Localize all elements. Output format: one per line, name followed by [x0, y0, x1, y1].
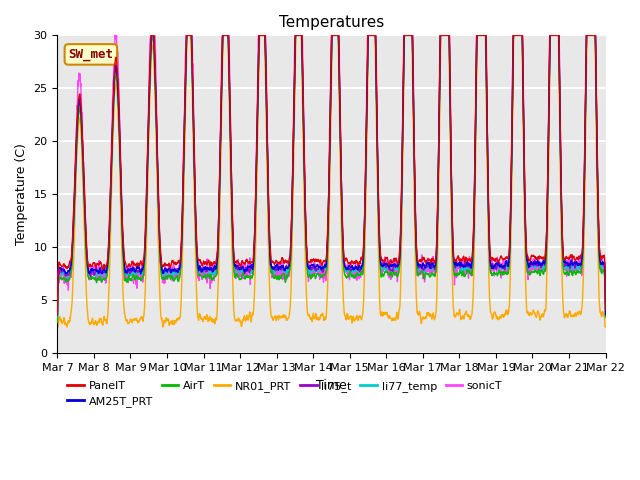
Y-axis label: Temperature (C): Temperature (C)	[15, 144, 28, 245]
Text: SW_met: SW_met	[68, 48, 113, 61]
Title: Temperatures: Temperatures	[279, 15, 384, 30]
X-axis label: Time: Time	[316, 379, 347, 392]
Legend: PanelT, AM25T_PRT, AirT, NR01_PRT, li75_t, li77_temp, sonicT: PanelT, AM25T_PRT, AirT, NR01_PRT, li75_…	[63, 376, 507, 411]
